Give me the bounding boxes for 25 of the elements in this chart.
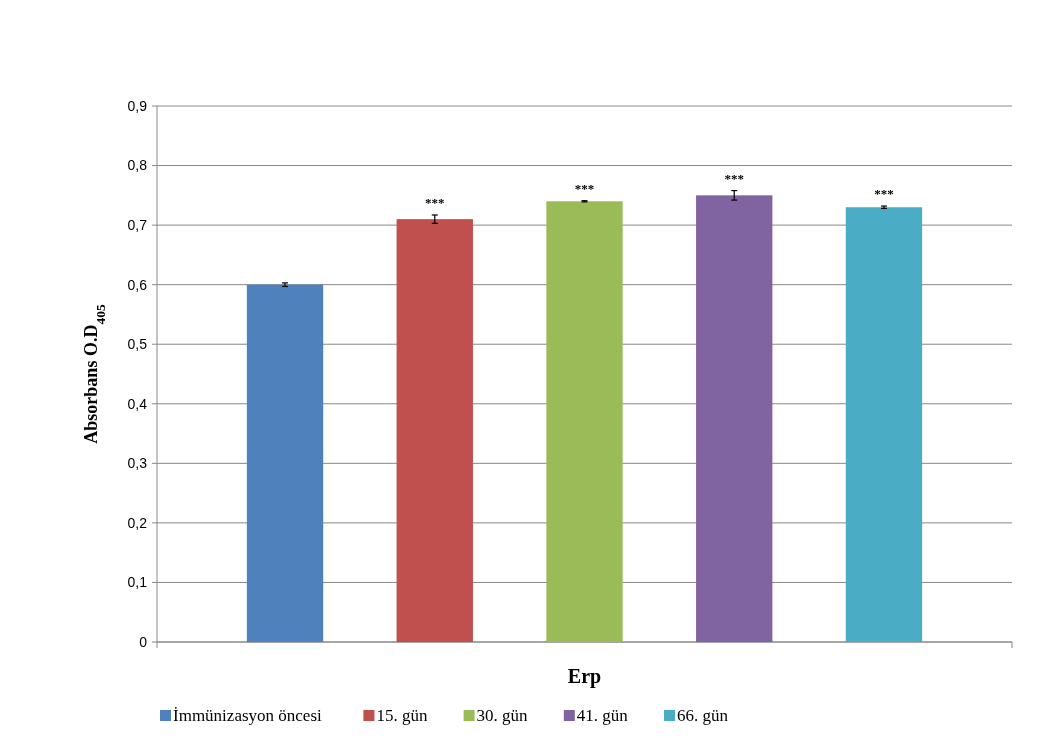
bar bbox=[696, 195, 773, 642]
y-tick-label: 0,1 bbox=[127, 574, 148, 591]
annotation: *** bbox=[574, 180, 595, 196]
y-tick-label: 0 bbox=[139, 633, 148, 650]
y-tick-label: 0,5 bbox=[127, 336, 148, 353]
y-tick-label: 0,6 bbox=[127, 276, 148, 293]
annotation: *** bbox=[425, 194, 445, 210]
bar bbox=[246, 284, 324, 642]
y-tick-label: 0,4 bbox=[127, 395, 148, 412]
legend-label: 15. gün bbox=[376, 706, 428, 725]
y-tick-label: 0,9 bbox=[127, 97, 148, 114]
bar bbox=[845, 207, 923, 642]
bar bbox=[546, 201, 623, 642]
legend-label: 41. gün bbox=[576, 706, 629, 725]
legend-label: 30. gün bbox=[476, 706, 529, 725]
x-axis-title: Erp bbox=[567, 665, 602, 688]
bar bbox=[396, 219, 473, 642]
annotation: *** bbox=[874, 186, 894, 202]
legend-label: 66. gün bbox=[677, 706, 729, 725]
y-tick-label: 0,3 bbox=[127, 455, 148, 472]
y-tick-label: 0,2 bbox=[127, 514, 148, 531]
y-tick-label: 0,7 bbox=[127, 217, 148, 234]
legend-label: İmmünizasyon öncesi bbox=[173, 706, 322, 725]
annotation: *** bbox=[724, 170, 744, 186]
y-tick-label: 0,8 bbox=[127, 157, 148, 174]
